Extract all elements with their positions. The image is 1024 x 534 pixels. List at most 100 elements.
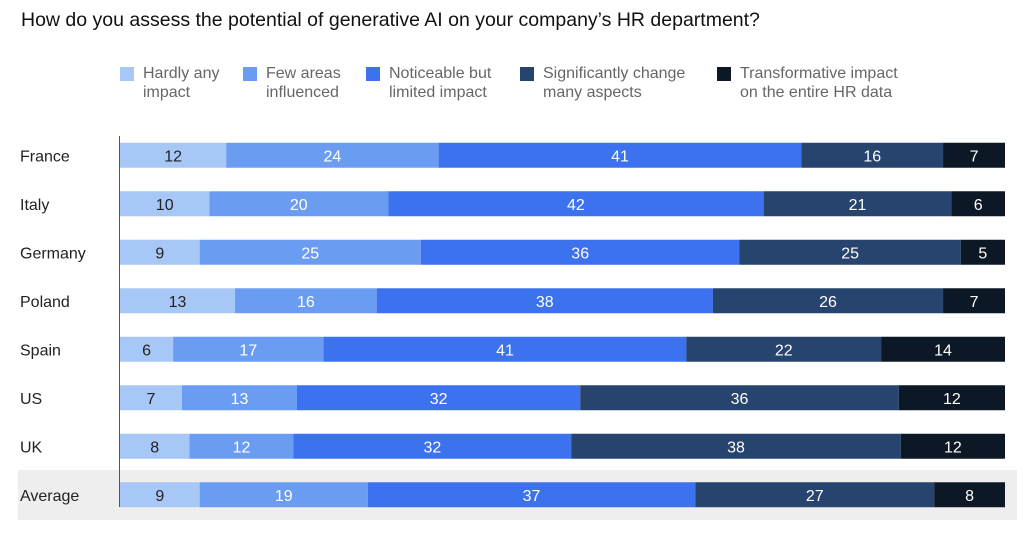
category-label-us: US xyxy=(20,391,42,408)
data-label: 17 xyxy=(239,342,257,359)
data-label: 25 xyxy=(301,245,319,262)
data-label: 14 xyxy=(934,342,952,359)
data-label: 32 xyxy=(430,391,448,408)
bar-segment-italy-3 xyxy=(388,191,764,217)
bar-segment-average-1 xyxy=(120,482,200,508)
data-label: 5 xyxy=(978,245,987,262)
bar-segment-poland-2 xyxy=(235,288,377,314)
data-label: 24 xyxy=(324,148,342,165)
bar-segment-italy-4 xyxy=(763,191,952,217)
bar-segment-france-2 xyxy=(226,142,439,168)
category-label-uk: UK xyxy=(20,439,43,456)
bar-segment-germany-3 xyxy=(420,239,740,265)
bar-segment-average-4 xyxy=(695,482,935,508)
data-label: 8 xyxy=(965,488,974,505)
bar-segment-france-3 xyxy=(438,142,802,168)
bar-segment-uk-3 xyxy=(293,433,572,459)
bar-segment-average-2 xyxy=(199,482,368,508)
data-label: 41 xyxy=(496,342,514,359)
data-label: 32 xyxy=(423,439,441,456)
bar-segment-italy-2 xyxy=(209,191,389,217)
data-label: 10 xyxy=(156,197,174,214)
chart-title: How do you assess the potential of gener… xyxy=(21,9,760,31)
bar-segment-poland-1 xyxy=(120,288,236,314)
data-label: 19 xyxy=(275,488,293,505)
bar-segment-spain-4 xyxy=(686,336,882,362)
bar-segment-spain-5 xyxy=(881,336,1005,362)
bar-segment-us-3 xyxy=(297,385,581,411)
data-label: 26 xyxy=(819,294,837,311)
bar-segment-spain-3 xyxy=(323,336,687,362)
data-label: 12 xyxy=(944,439,962,456)
data-label: 42 xyxy=(567,197,585,214)
data-label: 27 xyxy=(806,488,824,505)
data-label: 12 xyxy=(943,391,961,408)
category-label-france: France xyxy=(20,148,70,165)
bar-segment-germany-4 xyxy=(739,239,961,265)
data-label: 16 xyxy=(297,294,315,311)
data-label: 9 xyxy=(155,245,164,262)
legend-label: Transformative impact on the entire HR d… xyxy=(740,65,898,101)
data-label: 12 xyxy=(233,439,251,456)
bar-segment-poland-4 xyxy=(712,288,944,314)
legend-label: Hardly any impact xyxy=(143,65,220,101)
legend-label: Noticeable but limited impact xyxy=(389,65,492,101)
legend-swatch xyxy=(520,67,534,81)
data-label: 8 xyxy=(150,439,159,456)
data-label: 41 xyxy=(611,148,629,165)
bar-segment-us-5 xyxy=(898,385,1005,411)
legend-swatch xyxy=(243,67,257,81)
data-label: 6 xyxy=(142,342,151,359)
bar-segment-italy-1 xyxy=(120,191,210,217)
bar-segment-spain-2 xyxy=(173,336,324,362)
bar-segment-average-3 xyxy=(367,482,696,508)
bar-segment-uk-2 xyxy=(189,433,294,459)
legend-swatch xyxy=(366,67,380,81)
bar-segment-us-2 xyxy=(181,385,297,411)
bar-segment-uk-5 xyxy=(900,433,1005,459)
bar-segment-uk-4 xyxy=(571,433,901,459)
data-label: 20 xyxy=(290,197,308,214)
data-label: 36 xyxy=(571,245,589,262)
bar-segment-us-1 xyxy=(120,385,182,411)
data-label: 21 xyxy=(849,197,867,214)
bar-segment-poland-3 xyxy=(376,288,713,314)
bar-segment-italy-5 xyxy=(951,191,1005,217)
bar-segment-france-1 xyxy=(120,142,227,168)
bar-segment-uk-1 xyxy=(120,433,190,459)
legend-swatch xyxy=(120,67,134,81)
bar-segment-france-4 xyxy=(801,142,944,168)
data-label: 12 xyxy=(164,148,182,165)
data-label: 6 xyxy=(974,197,983,214)
legend-label: Few areas influenced xyxy=(266,65,341,101)
bar-segment-france-5 xyxy=(943,142,1005,168)
bar-segment-germany-2 xyxy=(199,239,421,265)
legend-label: Significantly change many aspects xyxy=(543,65,686,101)
data-label: 9 xyxy=(155,488,164,505)
data-label: 13 xyxy=(231,391,249,408)
category-label-poland: Poland xyxy=(20,294,70,311)
bar-segment-poland-5 xyxy=(943,288,1005,314)
data-label: 25 xyxy=(841,245,859,262)
bar-segment-germany-1 xyxy=(120,239,200,265)
data-label: 38 xyxy=(536,294,554,311)
data-label: 22 xyxy=(775,342,793,359)
bar-segment-average-5 xyxy=(934,482,1005,508)
data-label: 37 xyxy=(523,488,541,505)
data-label: 7 xyxy=(970,294,979,311)
bar-segment-spain-1 xyxy=(120,336,174,362)
data-label: 36 xyxy=(731,391,749,408)
category-label-italy: Italy xyxy=(20,197,49,214)
data-label: 13 xyxy=(169,294,187,311)
category-label-spain: Spain xyxy=(20,342,61,359)
data-label: 7 xyxy=(147,391,156,408)
bar-segment-us-4 xyxy=(580,385,899,411)
data-label: 38 xyxy=(727,439,745,456)
data-label: 7 xyxy=(970,148,979,165)
bar-segment-germany-5 xyxy=(960,239,1005,265)
legend-swatch xyxy=(717,67,731,81)
category-label-average: Average xyxy=(20,488,79,505)
category-label-germany: Germany xyxy=(20,245,86,262)
data-label: 16 xyxy=(863,148,881,165)
